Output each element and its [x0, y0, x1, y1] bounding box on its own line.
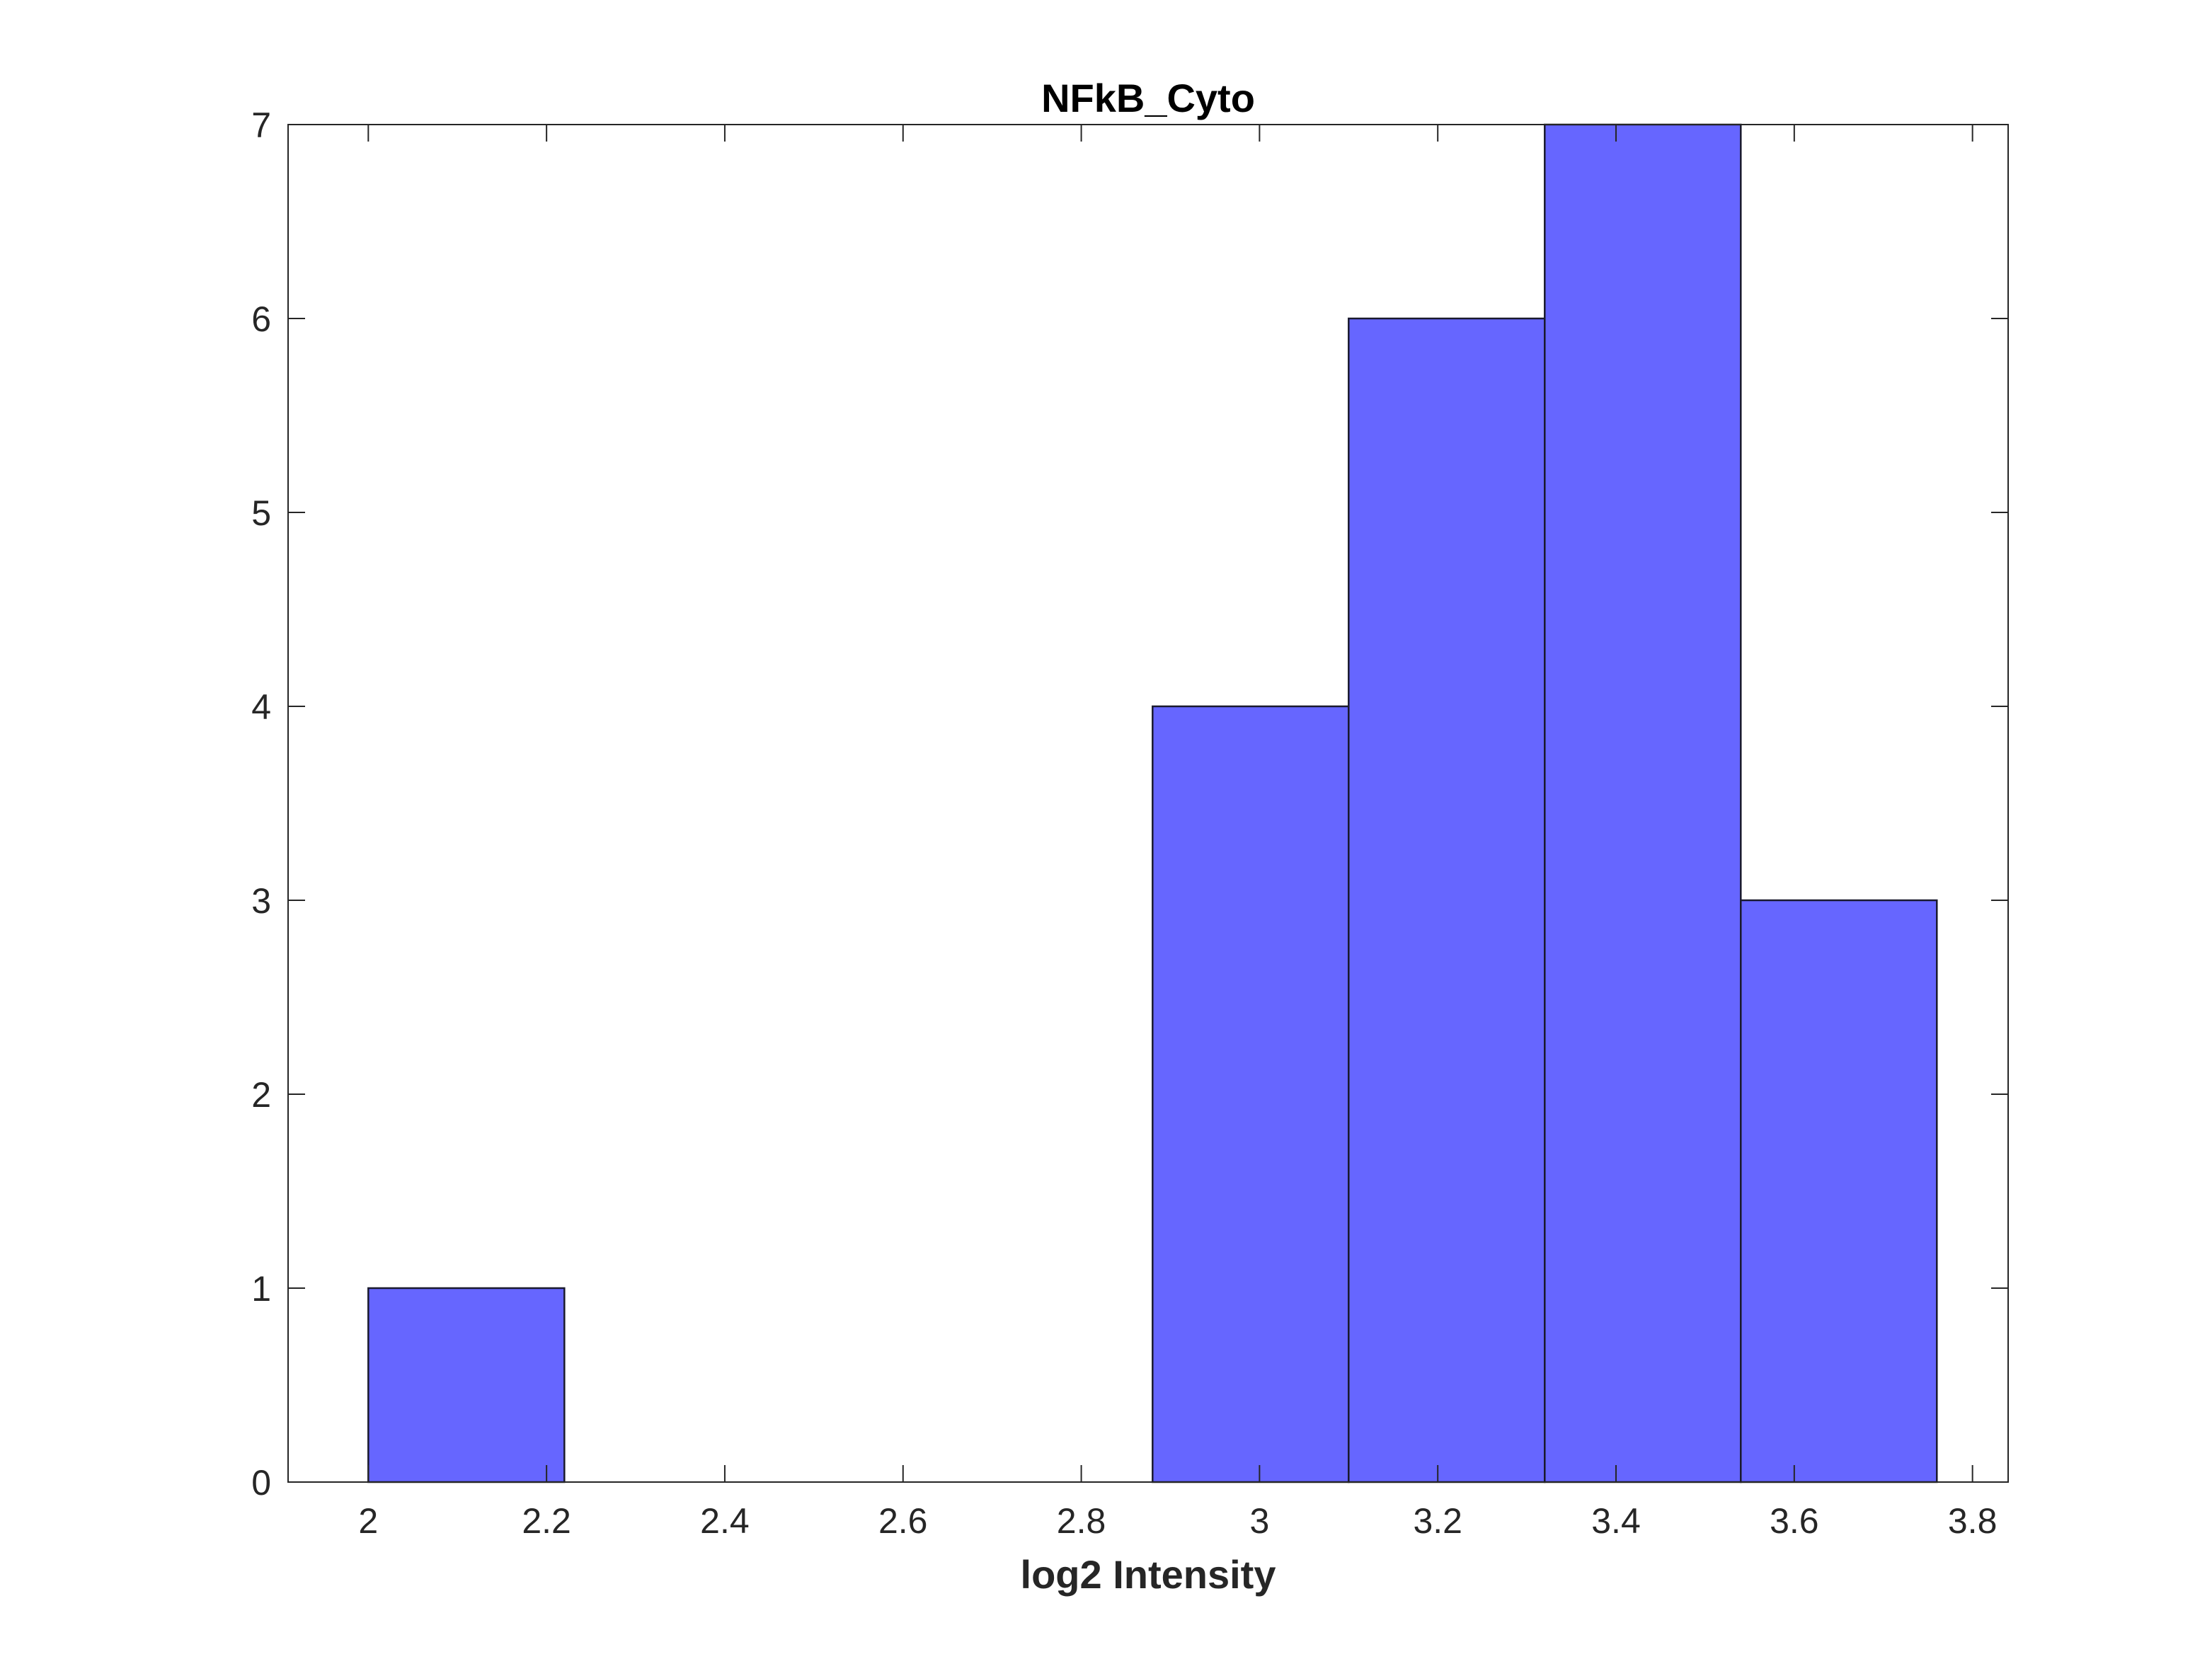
histogram-bar-5 [1348, 317, 1546, 1483]
x-tick-label-8: 3.6 [1770, 1501, 1819, 1541]
x-tick-labels: 2 2.2 2.4 2.6 2.8 3 3.2 3.4 3.6 3.8 [358, 1501, 1997, 1541]
y-tick-label-7: 7 [251, 105, 271, 145]
y-tick-label-0: 0 [251, 1463, 271, 1503]
x-tick-label-0: 2 [358, 1501, 378, 1541]
y-tick-label-3: 3 [251, 881, 271, 921]
x-tick-label-7: 3.4 [1591, 1501, 1641, 1541]
histogram-bar-6 [1544, 123, 1742, 1483]
y-tick-label-6: 6 [251, 299, 271, 339]
histogram-bar-0 [367, 1287, 566, 1483]
histogram-bar-7 [1740, 899, 1938, 1483]
y-tick-label-5: 5 [251, 493, 271, 533]
x-tick-label-9: 3.8 [1948, 1501, 1998, 1541]
y-tick-labels: 0 1 2 3 4 5 6 7 [251, 105, 271, 1503]
axis-ticks [288, 124, 2008, 1483]
x-tick-label-6: 3.2 [1413, 1501, 1462, 1541]
y-tick-label-4: 4 [251, 687, 271, 727]
x-tick-label-4: 2.8 [1057, 1501, 1106, 1541]
y-tick-label-2: 2 [251, 1075, 271, 1115]
x-tick-label-2: 2.4 [700, 1501, 750, 1541]
x-axis-label: log2 Intensity [1021, 1552, 1276, 1597]
x-tick-label-3: 2.6 [878, 1501, 928, 1541]
histogram-bar-4 [1152, 705, 1350, 1483]
x-tick-label-1: 2.2 [522, 1501, 571, 1541]
y-tick-label-1: 1 [251, 1269, 271, 1309]
chart-title: NFkB_Cyto [1041, 76, 1255, 120]
plot-frame [287, 124, 2009, 1483]
x-tick-label-5: 3 [1249, 1501, 1269, 1541]
